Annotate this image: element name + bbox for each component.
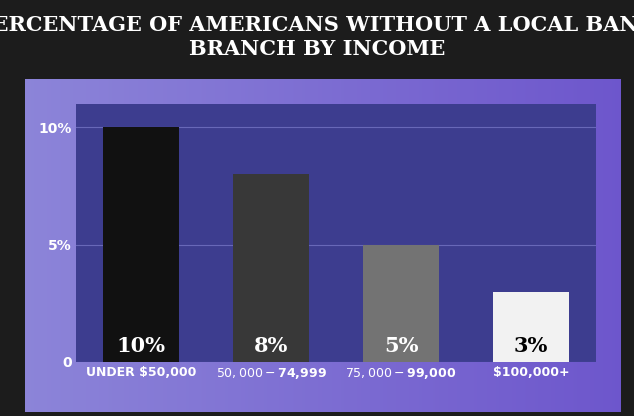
- Bar: [363, 245, 439, 362]
- Text: 8%: 8%: [254, 336, 288, 356]
- Bar: [493, 292, 569, 362]
- Bar: [103, 127, 179, 362]
- Text: 5%: 5%: [384, 336, 418, 356]
- Text: 10%: 10%: [117, 336, 165, 356]
- Text: 3%: 3%: [514, 336, 548, 356]
- Bar: [233, 174, 309, 362]
- Text: PERCENTAGE OF AMERICANS WITHOUT A LOCAL BANK
BRANCH BY INCOME: PERCENTAGE OF AMERICANS WITHOUT A LOCAL …: [0, 15, 634, 59]
